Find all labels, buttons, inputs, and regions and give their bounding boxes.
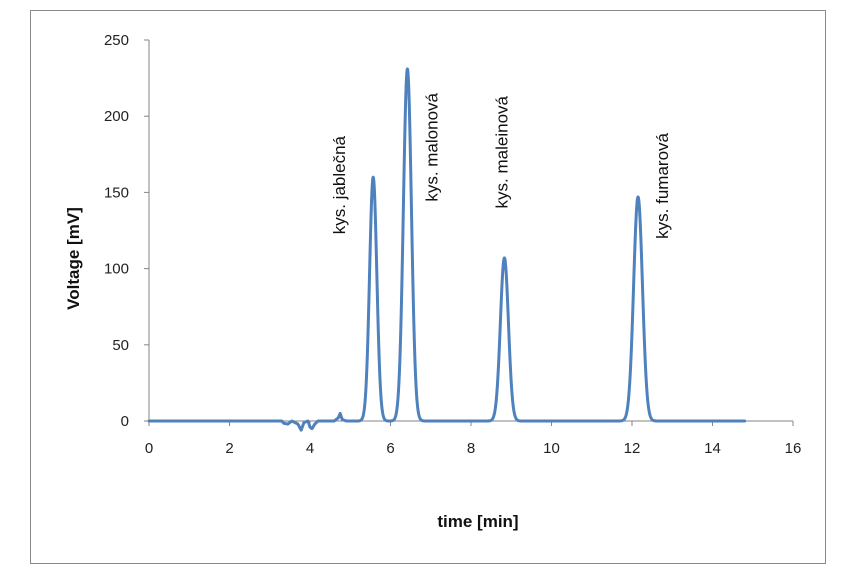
y-tick-label: 150 — [104, 184, 129, 201]
chart-frame: 0 2 4 6 8 10 12 14 16 0 50 100 150 200 250 kys. jable… — [30, 10, 826, 564]
y-axis-ticks: 0 50 100 150 200 250 — [104, 32, 149, 430]
y-axis-title: Voltage [mV] — [64, 207, 83, 310]
x-tick-label: 0 — [145, 440, 153, 457]
x-tick-label: 8 — [467, 440, 475, 457]
y-tick-label: 50 — [112, 337, 129, 354]
x-tick-label: 14 — [704, 440, 721, 457]
peak-label: kys. malonová — [422, 92, 441, 201]
x-tick-label: 6 — [386, 440, 394, 457]
y-tick-label: 0 — [121, 413, 129, 430]
peak-label: kys. maleinová — [492, 95, 511, 208]
y-tick-label: 200 — [104, 108, 129, 125]
chromatogram-trace — [147, 67, 747, 432]
x-axis-ticks: 0 2 4 6 8 10 12 14 16 — [145, 421, 802, 457]
chromatogram-chart: 0 2 4 6 8 10 12 14 16 0 50 100 150 200 250 kys. jable… — [64, 32, 802, 531]
axes — [144, 40, 793, 426]
y-tick-label: 250 — [104, 32, 129, 49]
y-tick-label: 100 — [104, 261, 129, 278]
peak-label: kys. jablečná — [330, 135, 349, 234]
x-tick-label: 2 — [225, 440, 233, 457]
x-tick-label: 10 — [543, 440, 560, 457]
x-tick-label: 16 — [785, 440, 802, 457]
peak-labels: kys. jablečná kys. malonová kys. maleinová… — [330, 92, 672, 238]
x-tick-label: 4 — [306, 440, 314, 457]
x-tick-label: 12 — [624, 440, 641, 457]
peak-label: kys. fumarová — [653, 132, 672, 238]
x-axis-title: time [min] — [437, 512, 518, 531]
